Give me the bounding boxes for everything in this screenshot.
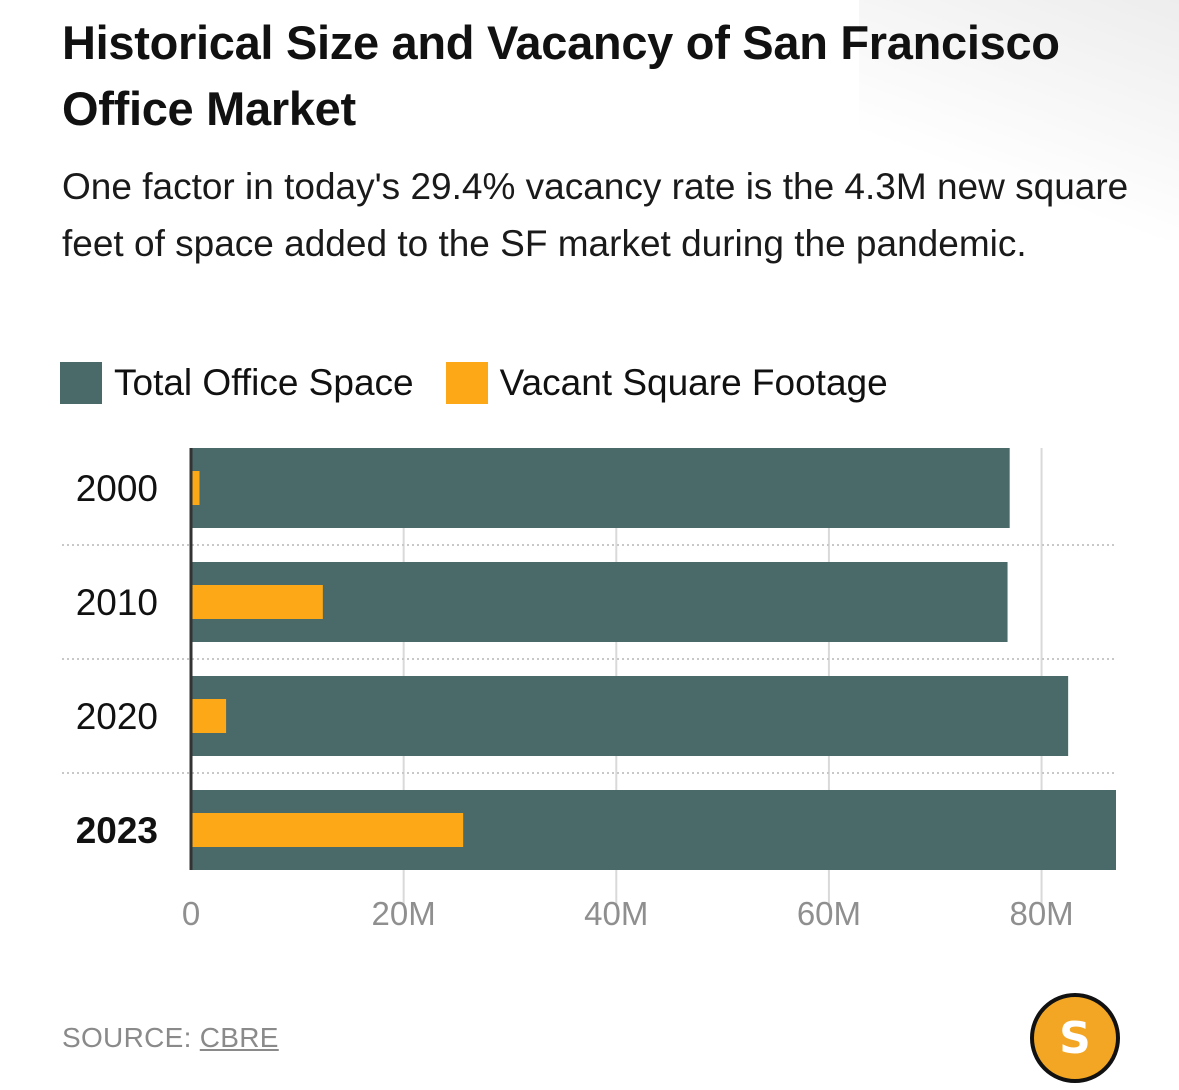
legend: Total Office Space Vacant Square Footage xyxy=(60,362,920,404)
bar-total-2000 xyxy=(191,448,1010,528)
category-label-2023: 2023 xyxy=(76,810,158,851)
x-tick-label-2: 40M xyxy=(584,895,648,932)
brand-logo: S xyxy=(1030,993,1120,1083)
bar-vacant-2023 xyxy=(191,813,464,847)
x-tick-label-4: 80M xyxy=(1009,895,1073,932)
category-label-2020: 2020 xyxy=(76,696,158,737)
bar-vacant-2000 xyxy=(191,471,200,505)
bar-total-2020 xyxy=(191,676,1069,756)
bar-chart: 2000 2010 2020 2023 0 20M 40M 60M 80M xyxy=(62,448,1116,932)
source-link[interactable]: CBRE xyxy=(199,1022,279,1053)
legend-label-vacant: Vacant Square Footage xyxy=(499,362,888,403)
bar-vacant-2020 xyxy=(191,699,227,733)
chart-subtitle: One factor in today's 29.4% vacancy rate… xyxy=(62,166,1129,264)
legend-swatch-vacant xyxy=(445,362,488,404)
x-tick-label-1: 20M xyxy=(372,895,436,932)
legend-item-total: Total Office Space xyxy=(60,362,414,404)
legend-swatch-total xyxy=(60,362,102,404)
legend-item-vacant: Vacant Square Footage xyxy=(445,362,888,404)
category-label-2010: 2010 xyxy=(76,582,158,623)
x-tick-label-0: 0 xyxy=(182,895,200,932)
source-prefix: SOURCE: xyxy=(62,1022,200,1053)
chart-title: Historical Size and Vacancy of San Franc… xyxy=(62,16,1060,135)
legend-label-total: Total Office Space xyxy=(114,362,414,403)
bar-total-2010 xyxy=(191,562,1008,642)
category-label-2000: 2000 xyxy=(76,468,158,509)
bar-vacant-2010 xyxy=(191,585,323,619)
source-note: SOURCE: CBRE xyxy=(62,1022,279,1054)
x-tick-label-3: 60M xyxy=(797,895,861,932)
